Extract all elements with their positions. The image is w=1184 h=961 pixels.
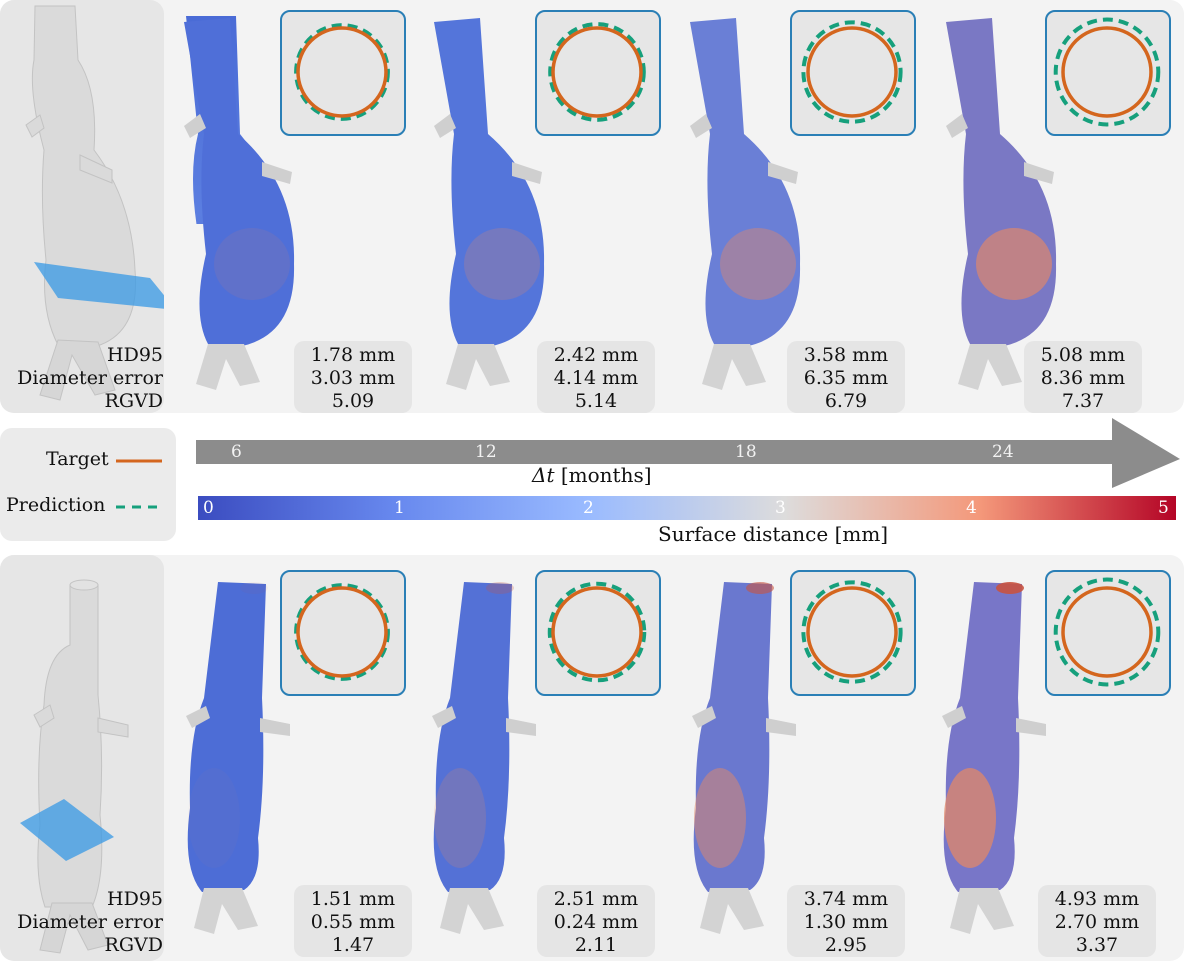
colorbar-tick-5: 5: [1158, 498, 1169, 518]
diameter-error-value: 1.30 mm: [803, 911, 889, 933]
legend-target: Target: [46, 448, 109, 470]
bottom-inset-2: [535, 570, 661, 696]
legend-prediction-line: [116, 505, 162, 509]
bottom-vessel-3: [692, 582, 796, 934]
bottom-reference-column: [0, 555, 164, 961]
bottom-inset-4: [1045, 570, 1171, 696]
top-reference-vessel: [25, 5, 164, 401]
legend-target-label: Target: [46, 448, 109, 470]
rgvd-value: 6.79: [824, 390, 868, 412]
top-vessel-1: [184, 18, 295, 390]
bottom-reference-vessel: [20, 579, 129, 954]
hd95-value: 3.58 mm: [803, 344, 889, 366]
legend-prediction-label: Prediction: [6, 494, 106, 516]
colorbar-label: Surface distance [mm]: [658, 522, 889, 546]
top-vessel-2: [434, 18, 545, 390]
time-axis-symbol: Δt: [532, 463, 555, 487]
time-axis-label: Δt [months]: [532, 463, 652, 487]
diameter-error-value: 3.03 mm: [310, 367, 396, 389]
top-metric-labels: HD95 Diameter error RGVD: [17, 344, 163, 413]
time-tick-24: 24: [992, 442, 1014, 462]
bottom-cut-plane: [20, 799, 114, 861]
bottom-inset-3: [790, 570, 916, 696]
rgvd-value: 5.14: [574, 390, 618, 412]
top-inset-1: [280, 10, 406, 136]
metric-label-hd95: HD95: [107, 888, 163, 910]
bottom-metrics-box-2: 2.51 mm 0.24 mm 2.11: [537, 885, 655, 957]
colorbar-tick-3: 3: [775, 498, 786, 518]
surface-distance-colorbar: [198, 496, 1176, 520]
diameter-error-value: 0.55 mm: [310, 911, 396, 933]
time-axis-arrow: [196, 418, 1180, 488]
hd95-value: 2.51 mm: [553, 888, 639, 910]
bottom-vessel-4: [942, 582, 1046, 934]
time-tick-18: 18: [735, 442, 757, 462]
top-metrics-box-3: 3.58 mm 6.35 mm 6.79: [787, 341, 905, 413]
top-cut-plane: [34, 262, 164, 309]
rgvd-value: 2.95: [824, 934, 868, 956]
rgvd-value: 2.11: [574, 934, 618, 956]
hd95-value: 3.74 mm: [803, 888, 889, 910]
hd95-value: 4.93 mm: [1054, 888, 1140, 910]
metric-label-hd95: HD95: [107, 344, 163, 366]
top-metrics-box-4: 5.08 mm 8.36 mm 7.37: [1024, 341, 1142, 413]
colorbar-tick-2: 2: [583, 498, 594, 518]
bottom-inset-1: [280, 570, 406, 696]
hd95-value: 5.08 mm: [1040, 344, 1126, 366]
diameter-error-value: 0.24 mm: [553, 911, 639, 933]
rgvd-value: 3.37: [1075, 934, 1119, 956]
top-inset-4: [1045, 10, 1171, 136]
rgvd-value: 7.37: [1061, 390, 1105, 412]
bottom-vessel-1: [186, 582, 290, 934]
top-metrics-box-2: 2.42 mm 4.14 mm 5.14: [537, 341, 655, 413]
diameter-error-value: 4.14 mm: [553, 367, 639, 389]
top-vessel-4: [946, 18, 1057, 390]
legend-target-line: [116, 459, 162, 463]
metric-label-rgvd: RGVD: [104, 390, 163, 412]
bottom-metrics-box-1: 1.51 mm 0.55 mm 1.47: [294, 885, 412, 957]
diameter-error-value: 8.36 mm: [1040, 367, 1126, 389]
rgvd-value: 1.47: [331, 934, 375, 956]
hd95-value: 1.51 mm: [310, 888, 396, 910]
time-tick-6: 6: [231, 442, 242, 462]
top-metrics-box-1: 1.78 mm 3.03 mm 5.09: [294, 341, 412, 413]
rgvd-value: 5.09: [331, 390, 375, 412]
top-vessel-3: [690, 18, 801, 390]
legend-prediction: Prediction: [6, 494, 105, 516]
bottom-vessel-2: [432, 582, 536, 934]
colorbar-tick-0: 0: [203, 498, 214, 518]
metric-label-rgvd: RGVD: [104, 934, 163, 956]
hd95-value: 2.42 mm: [553, 344, 639, 366]
colorbar-tick-4: 4: [966, 498, 977, 518]
colorbar-tick-1: 1: [394, 498, 405, 518]
bottom-metrics-box-3: 3.74 mm 1.30 mm 2.95: [787, 885, 905, 957]
bottom-metrics-box-4: 4.93 mm 2.70 mm 3.37: [1038, 885, 1156, 957]
metric-label-diameter-error: Diameter error: [17, 911, 163, 933]
diameter-error-value: 2.70 mm: [1054, 911, 1140, 933]
time-tick-12: 12: [475, 442, 497, 462]
diameter-error-value: 6.35 mm: [803, 367, 889, 389]
contour-legend: Target Prediction: [0, 428, 176, 541]
bottom-metric-labels: HD95 Diameter error RGVD: [17, 888, 163, 957]
time-axis-unit: [months]: [560, 463, 652, 487]
top-inset-3: [790, 10, 916, 136]
top-inset-2: [535, 10, 661, 136]
hd95-value: 1.78 mm: [310, 344, 396, 366]
metric-label-diameter-error: Diameter error: [17, 367, 163, 389]
top-reference-column: [0, 0, 164, 413]
